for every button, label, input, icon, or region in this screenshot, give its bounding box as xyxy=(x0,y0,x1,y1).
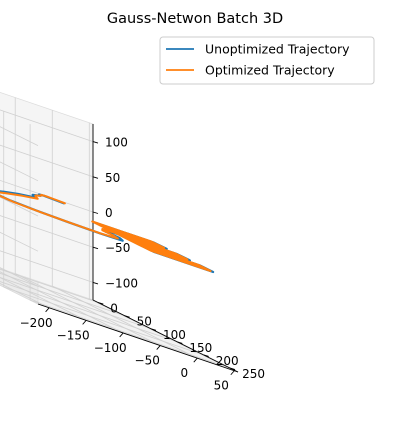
z-tick xyxy=(92,141,99,144)
z-tick xyxy=(92,246,99,250)
x-tick xyxy=(193,357,198,363)
z-tick xyxy=(92,281,99,285)
x-tick xyxy=(119,332,124,338)
x-tick-label: −150 xyxy=(57,328,90,342)
y-tick xyxy=(203,354,209,357)
grid-line-z-left xyxy=(0,126,39,146)
z-tick-label: 100 xyxy=(105,136,128,150)
legend-label-optimized: Optimized Trajectory xyxy=(205,63,335,78)
y-tick-label: 250 xyxy=(242,367,265,381)
x-tick xyxy=(156,345,161,350)
grid-line-x-floor xyxy=(15,273,161,346)
z-tick xyxy=(92,176,99,179)
chart-title: Gauss-Netwon Batch 3D xyxy=(107,11,283,27)
y-tick xyxy=(98,302,104,305)
grid-line-z-back xyxy=(0,250,94,283)
y-tick-label: 0 xyxy=(110,302,118,316)
grid-line-z-left xyxy=(0,196,39,217)
y-tick xyxy=(150,328,157,331)
z-tick-label: 0 xyxy=(105,206,113,220)
x-tick xyxy=(82,320,87,325)
legend: Unoptimized Trajectory Optimized Traject… xyxy=(159,36,375,85)
y-tick xyxy=(124,315,130,318)
grid-line-y-floor xyxy=(0,268,99,303)
grid-line-z-left xyxy=(0,267,39,287)
series-group xyxy=(0,190,215,274)
legend-label-unoptimized: Unoptimized Trajectory xyxy=(205,42,350,57)
grid-line-x-floor xyxy=(0,271,124,334)
z-tick-label: 50 xyxy=(105,171,120,185)
grid-line-x-floor xyxy=(89,298,235,372)
x-tick-label: 0 xyxy=(180,366,188,380)
grid-line-x-floor xyxy=(52,285,198,359)
x-axis-line xyxy=(37,303,239,373)
z-tick xyxy=(92,211,99,214)
grid-line-y-floor xyxy=(0,272,125,317)
grid-line-x-floor xyxy=(0,282,50,309)
grid-line-z-back xyxy=(0,109,94,142)
legend-frame xyxy=(159,36,375,85)
x-tick xyxy=(230,370,235,376)
grid-line-z-back xyxy=(0,144,94,178)
y-axis-line xyxy=(92,299,239,373)
grid-line-x-floor xyxy=(0,277,87,321)
y-tick-label: 100 xyxy=(163,328,186,342)
grid-line-y-floor xyxy=(0,277,152,330)
tick-labels: −200−150−100−50050050100150200250−100−50… xyxy=(20,136,265,393)
x-tick-label: −200 xyxy=(20,316,53,330)
grid-line-y-floor xyxy=(0,281,178,343)
series-line-optimized xyxy=(0,191,212,272)
x-tick-label: −50 xyxy=(135,354,160,368)
grid-lines xyxy=(0,97,235,372)
grid-line-z-left xyxy=(0,231,39,252)
x-tick-label: −100 xyxy=(94,341,127,355)
x-tick xyxy=(45,307,50,313)
y-tick-label: 50 xyxy=(137,315,152,329)
y-tick-label: 200 xyxy=(216,354,239,368)
grid-line-y-floor xyxy=(29,299,231,369)
grid-line-z-left xyxy=(0,161,39,182)
z-tick-label: −50 xyxy=(105,241,130,255)
z-tick-label: −100 xyxy=(105,276,138,290)
y-tick xyxy=(177,341,183,344)
x-tick-label: 50 xyxy=(214,379,229,393)
grid-line-y-floor xyxy=(3,286,204,356)
y-tick xyxy=(229,367,236,371)
y-tick-label: 150 xyxy=(189,341,212,355)
grid-line-z-back xyxy=(0,215,94,248)
tick-marks xyxy=(45,141,236,376)
